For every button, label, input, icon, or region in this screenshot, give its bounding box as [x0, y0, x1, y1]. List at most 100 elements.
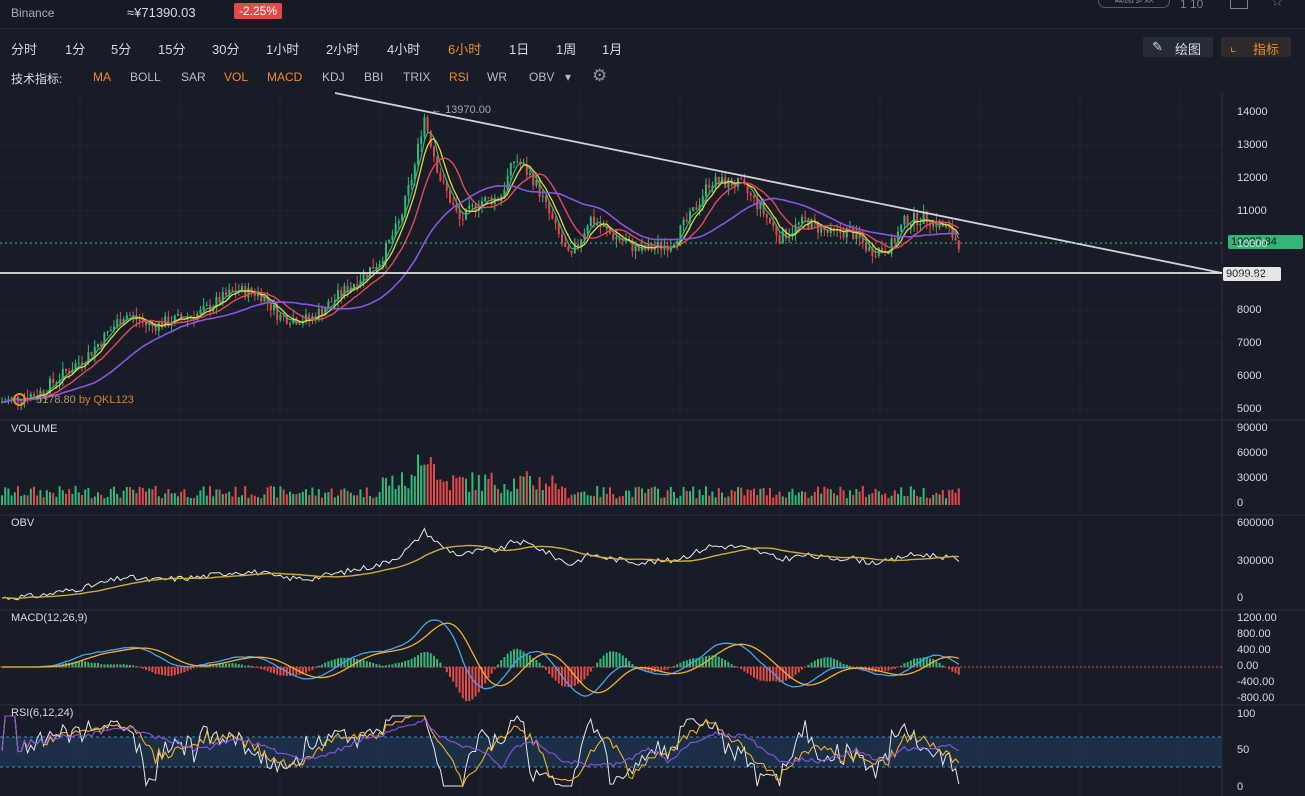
volume-bar	[695, 498, 698, 505]
timeframe-10[interactable]: 1周	[556, 42, 577, 57]
indicator-kdj[interactable]: KDJ	[322, 70, 345, 84]
volume-bar	[49, 492, 51, 505]
indicator-ma[interactable]: MA	[93, 70, 111, 84]
macd-histogram-bar	[941, 665, 944, 668]
cut-off-button[interactable]: 截图参数	[1098, 0, 1170, 8]
high-marker: ← 13970.00	[431, 104, 491, 116]
candle-body	[682, 219, 685, 226]
candle-body	[372, 266, 375, 269]
indicator-rsi[interactable]: RSI	[449, 70, 470, 84]
volume-bar	[244, 486, 247, 505]
timeframe-4[interactable]: 30分	[212, 42, 240, 57]
volume-bar	[231, 496, 234, 505]
volume-bar	[922, 487, 925, 505]
volume-bar	[557, 489, 560, 505]
y-tick: 0	[1237, 781, 1244, 793]
volume-bar	[132, 489, 135, 505]
chart-area[interactable]	[0, 92, 1305, 796]
volume-bar	[497, 488, 499, 505]
macd-histogram-bar	[826, 657, 829, 668]
candle-body	[81, 362, 83, 365]
macd-histogram-bar	[349, 657, 352, 668]
macd-histogram-bar	[746, 667, 749, 674]
volume-bar	[4, 487, 7, 505]
candle-body	[890, 238, 893, 255]
macd-histogram-bar	[308, 667, 311, 672]
candle-body	[820, 227, 823, 233]
indicator-bbi[interactable]: BBI	[364, 70, 384, 84]
candle-body	[762, 202, 765, 215]
timeframe-0[interactable]: 分时	[11, 42, 38, 57]
chevron-down-icon[interactable]: ▾	[565, 70, 572, 84]
volume-bar	[39, 490, 42, 505]
volume-bar	[388, 485, 391, 505]
candle-body	[769, 217, 771, 223]
volume-bar	[593, 496, 595, 505]
star-icon[interactable]: ☆	[1271, 0, 1284, 9]
timeframe-6[interactable]: 2小时	[326, 42, 360, 57]
volume-bar	[740, 487, 743, 505]
volume-bar	[237, 497, 240, 505]
volume-bar	[413, 476, 416, 505]
macd-histogram-bar	[193, 667, 195, 669]
indicator-macd[interactable]: MACD	[267, 70, 303, 84]
volume-bar	[564, 487, 567, 505]
macd-histogram-bar	[186, 667, 189, 671]
candle-body	[145, 322, 147, 326]
timeframe-11[interactable]: 1月	[602, 42, 623, 57]
export-icon[interactable]	[1230, 0, 1248, 9]
volume-bar	[829, 489, 832, 505]
ma-line-purple	[1, 184, 959, 403]
volume-bar	[442, 481, 445, 505]
draw-button[interactable]: ✎ 绘图	[1143, 37, 1213, 57]
y-tick: 1200.00	[1237, 612, 1277, 624]
macd-dea-line	[2, 622, 959, 694]
candle-body	[173, 315, 176, 324]
indicator-obv[interactable]: OBV	[529, 70, 555, 84]
volume-bar	[711, 491, 714, 505]
volume-bar	[141, 487, 144, 505]
volume-bar	[903, 496, 906, 505]
volume-bar	[836, 495, 839, 505]
timeframe-8[interactable]: 6小时	[448, 42, 482, 57]
timeframe-1[interactable]: 1分	[65, 42, 86, 57]
y-tick: 12000	[1237, 172, 1268, 184]
candle-body	[407, 185, 410, 196]
candle-body	[87, 352, 90, 363]
volume-bar	[548, 486, 551, 505]
macd-histogram-bar	[583, 667, 586, 680]
timeframe-5[interactable]: 1小时	[266, 42, 300, 57]
indicator-wr[interactable]: WR	[487, 70, 507, 84]
volume-bar	[349, 492, 352, 505]
indicator-vol[interactable]: VOL	[224, 70, 249, 84]
volume-bar	[42, 497, 45, 505]
macd-histogram-bar	[109, 664, 112, 668]
indicator-button[interactable]: ⌞ 指标	[1221, 37, 1291, 57]
volume-bar	[356, 495, 359, 505]
indicator-trix[interactable]: TRIX	[403, 70, 431, 84]
macd-histogram-bar	[77, 661, 80, 668]
timeframe-9[interactable]: 1日	[509, 42, 530, 57]
candle-body	[705, 184, 707, 197]
macd-histogram-bar	[516, 648, 519, 668]
volume-bar	[477, 474, 480, 505]
volume-bar	[839, 486, 842, 505]
indicator-sar[interactable]: SAR	[181, 70, 206, 84]
macd-histogram-bar	[330, 660, 333, 668]
candle-body	[861, 238, 864, 243]
y-tick: 0.00	[1237, 660, 1259, 672]
macd-histogram-bar	[369, 661, 371, 668]
cut-off-label: 1 10	[1180, 0, 1204, 11]
timeframe-7[interactable]: 4小时	[387, 42, 421, 57]
timeframe-2[interactable]: 5分	[111, 42, 132, 57]
timeframe-3[interactable]: 15分	[158, 42, 186, 57]
candle-body	[148, 324, 151, 326]
indicator-boll[interactable]: BOLL	[130, 70, 161, 84]
candle-body	[842, 232, 845, 238]
gear-icon[interactable]: ⚙	[592, 66, 608, 85]
volume-bar	[276, 497, 279, 505]
macd-histogram-bar	[116, 664, 119, 668]
macd-histogram-bar	[353, 658, 355, 668]
candle-body	[753, 195, 755, 198]
candle-body	[711, 186, 714, 189]
